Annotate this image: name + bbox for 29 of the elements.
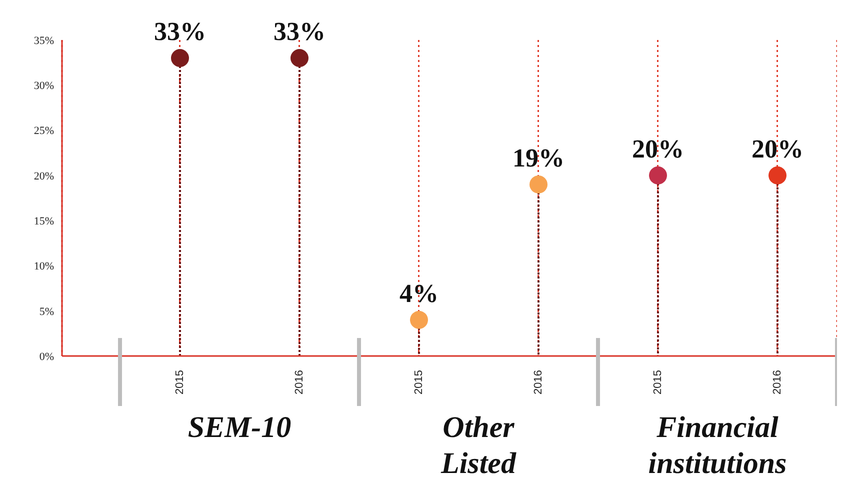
point [649,166,667,184]
text: SEM-10 [186,410,292,446]
point [530,175,548,194]
point [171,49,189,68]
x-tick-label: 2016 [532,370,544,394]
text: Other Listed [440,410,518,480]
point [410,310,428,329]
data-label: 20% [752,134,804,164]
data-label: 20% [632,134,684,164]
point [768,166,786,184]
data-label: 4% [400,278,438,308]
y-tick-label: 30% [34,80,54,92]
data-label: 33% [154,17,206,46]
x-tick-label: 2015 [412,370,425,394]
y-tick-label: 0% [39,350,54,363]
data-label: 19% [512,143,564,172]
text: Financial institutions [647,410,788,480]
y-tick-label: 5% [39,306,54,318]
y-tick-label: 25% [34,125,54,138]
x-tick-label: 2015 [174,370,186,394]
point [290,49,308,68]
x-tick-label: 2016 [293,370,306,394]
y-tick-label: 35% [34,34,54,47]
x-tick-label: 2016 [771,370,784,394]
x-tick-label: 2015 [652,370,664,394]
y-tick-label: 15% [34,215,54,228]
data-label: 33% [274,17,326,46]
y-tick-label: 20% [34,170,54,182]
y-tick-label: 10% [34,260,54,273]
